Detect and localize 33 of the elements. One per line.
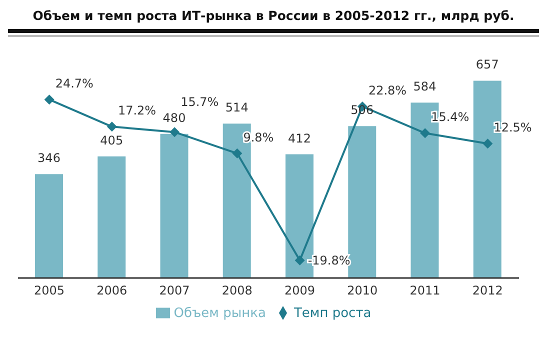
bar (35, 174, 63, 278)
x-tick-label: 2011 (410, 284, 440, 298)
data-label: 24.7% (55, 76, 94, 91)
point (106, 122, 117, 132)
data-label: 657 (476, 58, 499, 72)
legend-label: Объем рынка (174, 306, 266, 321)
point (294, 255, 305, 266)
data-label: 22.8% (368, 83, 407, 98)
data-label: 584 (413, 80, 436, 94)
chart-title: Объем и темп роста ИТ-рынка в России в 2005-2012 гг., млрд руб. (32, 8, 516, 23)
bar (160, 134, 188, 278)
point (420, 128, 430, 138)
x-tick-label: 2008 (222, 284, 252, 298)
data-label: 514 (225, 100, 248, 115)
x-tick-label: 2005 (34, 284, 65, 298)
point (170, 127, 180, 138)
bar (98, 156, 126, 278)
point (44, 94, 54, 105)
bar (348, 126, 376, 278)
x-tick-label: 2007 (159, 284, 190, 298)
point (232, 148, 242, 158)
data-label: 405 (100, 133, 124, 148)
data-label: 15.7% (180, 95, 219, 110)
data-label: 480 (162, 110, 186, 125)
data-label: 412 (288, 131, 311, 146)
data-label: 17.2% (118, 104, 156, 118)
x-tick-label: 2012 (472, 284, 503, 298)
point (482, 138, 493, 149)
x-tick-label: 2006 (96, 284, 128, 298)
x-tick-label: 2009 (284, 284, 316, 298)
x-tick-label: 2010 (347, 284, 378, 298)
legend-label: Темп роста (294, 306, 372, 321)
data-label: 346 (38, 151, 60, 166)
